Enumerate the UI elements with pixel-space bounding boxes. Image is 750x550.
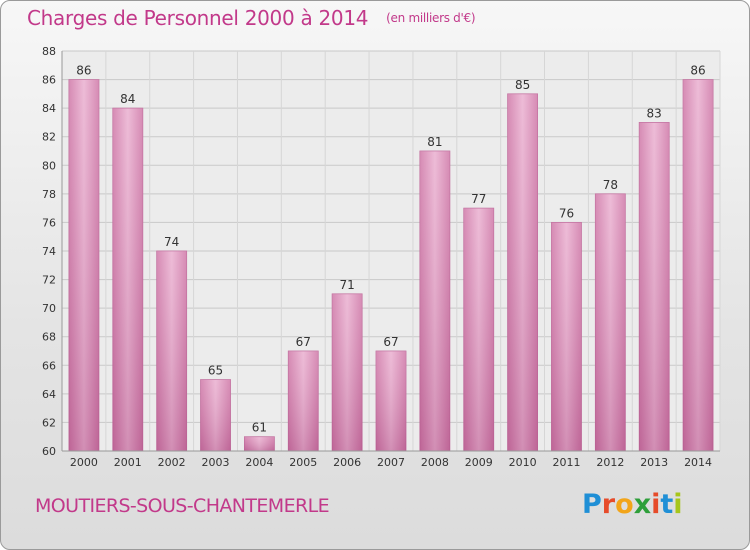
x-tick-label: 2002 (158, 456, 186, 469)
proxiti-logo: Proxiti (582, 489, 683, 520)
bar-shade (683, 79, 714, 452)
bar-shade (112, 108, 143, 452)
y-tick-label: 72 (42, 274, 56, 287)
bar-shade (595, 193, 626, 451)
bar-shade (551, 222, 582, 451)
data-label: 83 (647, 106, 662, 120)
x-tick-label: 2004 (245, 456, 273, 469)
data-label: 85 (515, 78, 530, 92)
y-tick-label: 78 (42, 188, 56, 201)
bar-shade (332, 293, 363, 451)
y-tick-label: 60 (42, 445, 56, 458)
y-tick-label: 74 (42, 245, 56, 258)
x-tick-label: 2014 (684, 456, 712, 469)
bar-shade (463, 208, 494, 451)
x-tick-label: 2003 (202, 456, 230, 469)
bar-shade (288, 351, 319, 451)
x-tick-label: 2010 (509, 456, 537, 469)
y-tick-label: 86 (42, 74, 56, 87)
axes: 60 62 64 66 68 70 72 74 76 78 80 82 84 86 88 2000 2001 20… (42, 45, 720, 469)
y-tick-label: 68 (42, 331, 56, 344)
bar-shade (68, 79, 99, 452)
data-label: 67 (383, 335, 398, 349)
y-tick-label: 82 (42, 131, 56, 144)
logo-letter: t (660, 489, 674, 520)
logo-letter: P (582, 489, 602, 520)
x-tick-label: 2007 (377, 456, 405, 469)
bar-shade (200, 379, 231, 451)
data-label: 65 (208, 364, 223, 378)
logo-letter: i (651, 489, 661, 520)
y-tick-label: 66 (42, 359, 56, 372)
data-label: 86 (690, 64, 705, 78)
y-tick-label: 62 (42, 416, 56, 429)
data-label: 81 (427, 135, 442, 149)
y-tick-label: 70 (42, 302, 56, 315)
data-label: 77 (471, 192, 486, 206)
chart-title: Charges de Personnel 2000 à 2014 (en mill… (27, 6, 476, 30)
logo-letter: i (673, 489, 683, 520)
bar-shade (507, 93, 538, 451)
x-tick-label: 2013 (640, 456, 668, 469)
bar-shade (419, 151, 450, 451)
chart-subtitle: (en milliers d'€) (386, 11, 476, 25)
bar-shade (639, 122, 670, 451)
x-tick-label: 2009 (465, 456, 493, 469)
data-label: 61 (252, 421, 267, 435)
x-tick-label: 2000 (70, 456, 98, 469)
bars: 86 84 74 65 61 67 71 67 81 77 85 76 78 83 86 (68, 64, 714, 452)
logo-letter: r (601, 489, 616, 520)
bar-shade (156, 251, 187, 451)
x-tick-label: 2006 (333, 456, 361, 469)
x-tick-label: 2011 (552, 456, 580, 469)
x-tick-label: 2001 (114, 456, 142, 469)
chart-title-text: Charges de Personnel 2000 à 2014 (27, 6, 369, 30)
y-tick-label: 88 (42, 45, 56, 58)
y-tick-label: 80 (42, 159, 56, 172)
y-tick-label: 84 (42, 102, 56, 115)
data-label: 78 (603, 178, 618, 192)
logo-letter: x (633, 489, 652, 520)
data-label: 84 (120, 92, 135, 106)
data-label: 67 (296, 335, 311, 349)
data-label: 86 (76, 64, 91, 78)
data-label: 71 (339, 278, 354, 292)
data-label: 76 (559, 206, 574, 220)
bar-shade (376, 351, 406, 451)
data-label: 74 (164, 235, 179, 249)
y-tick-label: 76 (42, 216, 56, 229)
commune-name: MOUTIERS-SOUS-CHANTEMERLE (35, 495, 330, 517)
bar-shade (244, 436, 275, 451)
logo-letter: o (615, 489, 634, 520)
x-tick-label: 2008 (421, 456, 449, 469)
x-tick-label: 2012 (596, 456, 624, 469)
y-tick-label: 64 (42, 388, 56, 401)
x-tick-label: 2005 (289, 456, 317, 469)
